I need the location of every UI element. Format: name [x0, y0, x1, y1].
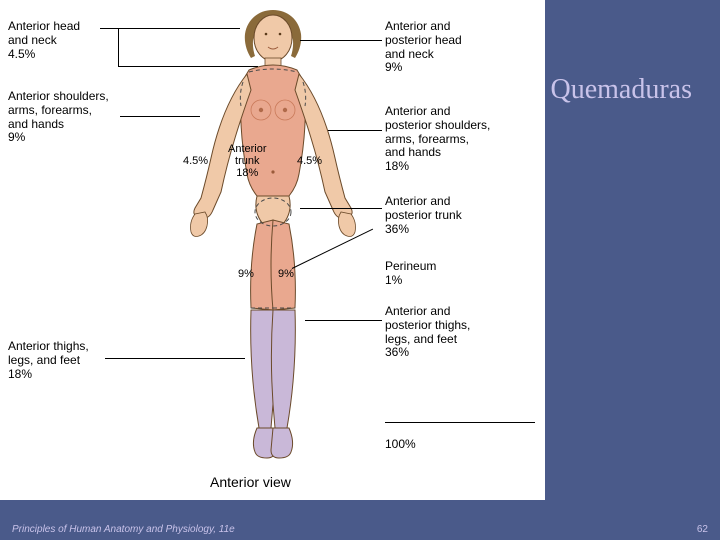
leader	[118, 28, 119, 66]
human-body-svg	[165, 4, 381, 466]
leader	[300, 208, 382, 209]
label-ap-head-neck: Anterior and posterior head and neck 9%	[385, 20, 462, 75]
leader	[105, 358, 245, 359]
leader	[300, 40, 382, 41]
label-anterior-shoulders-arms: Anterior shoulders, arms, forearms, and …	[8, 90, 109, 145]
label-anterior-head-neck: Anterior head and neck 4.5%	[8, 20, 80, 61]
label-anterior-thighs-legs: Anterior thighs, legs, and feet 18%	[8, 340, 89, 381]
leader	[305, 320, 382, 321]
label-ap-shoulders-arms: Anterior and posterior shoulders, arms, …	[385, 105, 490, 174]
figure-caption: Anterior view	[210, 474, 291, 490]
footer-source: Principles of Human Anatomy and Physiolo…	[12, 524, 235, 535]
pct-trunk: Anterior trunk 18%	[228, 143, 267, 179]
label-ap-thighs-legs: Anterior and posterior thighs, legs, and…	[385, 305, 470, 360]
label-perineum: Perineum 1%	[385, 260, 436, 288]
label-ap-trunk: Anterior and posterior trunk 36%	[385, 195, 462, 236]
leader	[118, 28, 240, 29]
pct-left-arm: 4.5%	[183, 155, 208, 167]
slide-title: Quemaduras	[550, 74, 692, 106]
label-total: 100%	[385, 438, 416, 452]
total-divider	[385, 422, 535, 423]
leader	[118, 66, 258, 67]
leader	[100, 28, 118, 29]
leader	[120, 116, 200, 117]
pct-left-thigh: 9%	[238, 268, 254, 280]
pct-right-arm: 4.5%	[297, 155, 322, 167]
slide-footer: Principles of Human Anatomy and Physiolo…	[0, 518, 720, 540]
leader	[328, 130, 382, 131]
diagram-panel: 4.5% 4.5% Anterior trunk 18% 9% 9% Anter…	[0, 0, 545, 500]
page-number: 62	[697, 524, 708, 535]
human-figure	[165, 4, 381, 466]
pct-right-thigh: 9%	[278, 268, 294, 280]
